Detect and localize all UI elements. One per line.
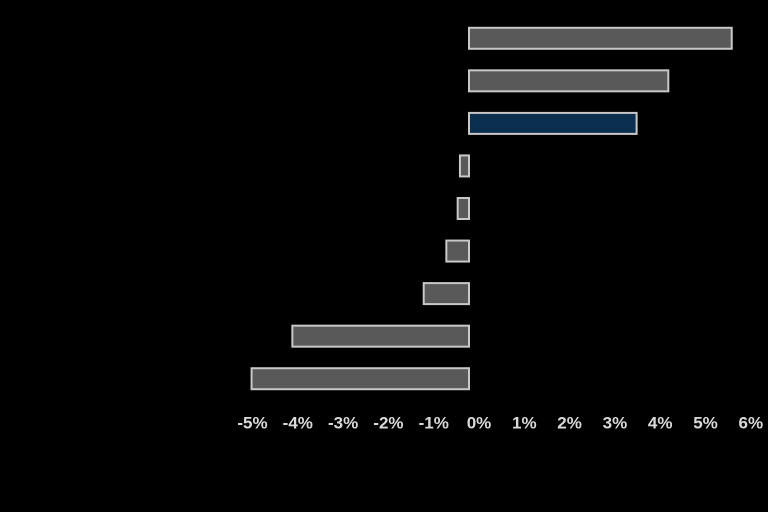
x-tick-label: 3% [603, 413, 628, 432]
bar [291, 324, 470, 348]
x-tick-label: 4% [648, 413, 673, 432]
bar [458, 154, 471, 178]
x-tick-label: -3% [328, 413, 358, 432]
bar [445, 239, 471, 263]
x-tick-label: 5% [693, 413, 718, 432]
x-tick-label: -1% [419, 413, 449, 432]
x-tick-label: -2% [373, 413, 403, 432]
bar [456, 197, 470, 220]
bar [468, 111, 638, 135]
bar [468, 26, 733, 50]
x-tick-label: -5% [237, 413, 267, 432]
x-tick-label: 1% [512, 413, 537, 432]
x-tick-label: -4% [283, 413, 313, 432]
x-tick-label: 0% [467, 413, 492, 432]
bar [250, 367, 470, 391]
bar [468, 69, 670, 93]
x-tick-label: 6% [739, 413, 764, 432]
x-tick-label: 2% [557, 413, 582, 432]
bar [422, 282, 471, 306]
